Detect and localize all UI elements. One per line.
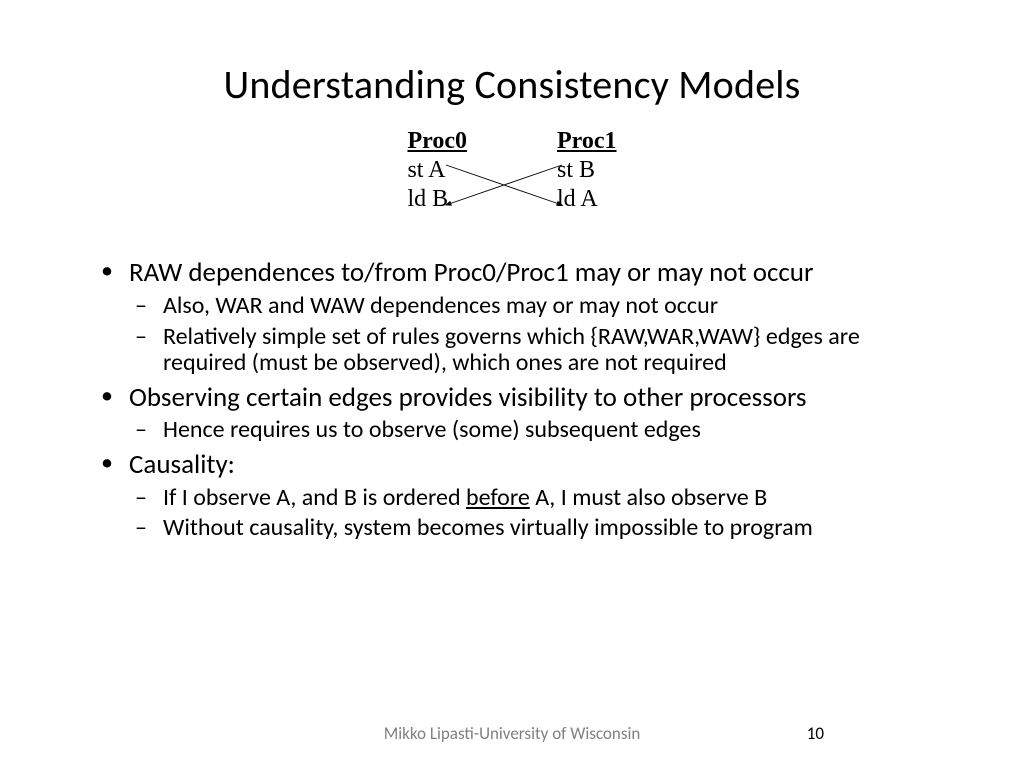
proc0-row1: st A (407, 156, 467, 185)
slide: Understanding Consistency Models Proc0 s… (0, 0, 1024, 768)
proc1-row2: ld A (557, 185, 617, 214)
bullet-1-text: RAW dependences to/from Proc0/Proc1 may … (129, 256, 813, 289)
proc1-column: Proc1 st B ld A (557, 127, 617, 213)
proc-diagram: Proc0 st A ld B Proc1 st B ld A (372, 127, 652, 213)
proc0-header: Proc0 (407, 127, 467, 156)
bullet-1-sub-1: Also, WAR and WAW dependences may or may… (129, 293, 929, 320)
page-number: 10 (807, 723, 824, 744)
footer-text: Mikko Lipasti-University of Wisconsin (0, 723, 1024, 744)
proc-table: Proc0 st A ld B Proc1 st B ld A (372, 127, 652, 213)
bullet-1-sub-2: Relatively simple set of rules governs w… (129, 324, 929, 378)
bullet-2-text: Observing certain edges provides visibil… (129, 381, 807, 414)
bullet-1: RAW dependences to/from Proc0/Proc1 may … (95, 258, 929, 377)
bullet-list: RAW dependences to/from Proc0/Proc1 may … (95, 258, 929, 542)
proc0-row2: ld B (407, 185, 467, 214)
bullet-2-sub-1: Hence requires us to observe (some) subs… (129, 417, 929, 444)
bullet-3: Causality: If I observe A, and B is orde… (95, 450, 929, 542)
bullet-2-sub: Hence requires us to observe (some) subs… (129, 417, 929, 444)
proc1-header: Proc1 (557, 127, 617, 156)
bullet-3-sub-2: Without causality, system becomes virtua… (129, 515, 929, 542)
bullet-3-text: Causality: (129, 448, 235, 481)
proc0-column: Proc0 st A ld B (407, 127, 467, 213)
bullet-1-sub: Also, WAR and WAW dependences may or may… (129, 293, 929, 378)
bullet-2: Observing certain edges provides visibil… (95, 383, 929, 444)
bullet-3-sub-1: If I observe A, and B is ordered before … (129, 485, 929, 512)
slide-title: Understanding Consistency Models (95, 60, 929, 109)
proc1-row1: st B (557, 156, 617, 185)
bullet-3-sub: If I observe A, and B is ordered before … (129, 485, 929, 543)
